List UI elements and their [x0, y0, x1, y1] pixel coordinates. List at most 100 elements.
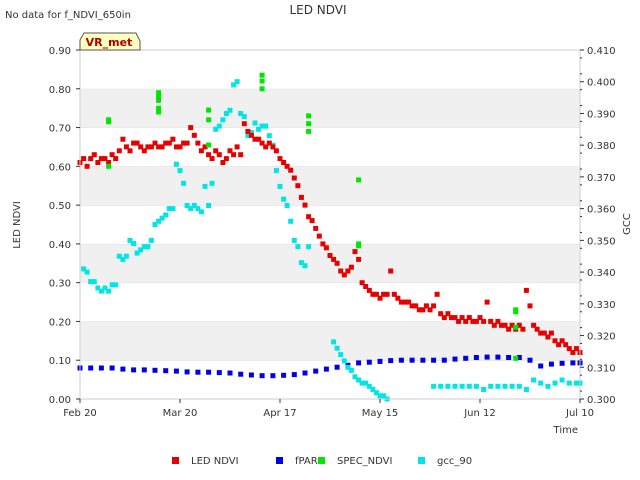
led-ndvi-point — [195, 140, 201, 146]
fpar-point — [302, 370, 308, 376]
spec-ndvi-point — [259, 86, 265, 92]
led-ndvi-point — [402, 299, 408, 305]
led-ndvi-point — [509, 322, 515, 328]
fpar-point — [88, 365, 94, 371]
led-ndvi-point — [341, 272, 347, 278]
led-ndvi-point — [302, 202, 308, 208]
led-ndvi-point — [306, 214, 312, 220]
led-ndvi-point — [388, 268, 394, 274]
led-ndvi-point — [248, 132, 254, 138]
fpar-point — [559, 360, 565, 366]
y-tick-label-left: 0.70 — [49, 124, 71, 135]
led-ndvi-point — [281, 160, 287, 165]
legend-marker-fpar — [276, 457, 283, 464]
grid-band — [80, 360, 580, 399]
spec-ndvi-point — [156, 94, 162, 99]
led-ndvi-point — [570, 350, 576, 355]
gcc-90-point — [284, 203, 290, 208]
legend-marker-spec-ndvi — [318, 457, 325, 464]
fpar-point — [334, 364, 340, 370]
gcc-90-point — [184, 203, 190, 208]
y-tick-label-left: 0.60 — [49, 162, 71, 173]
grid-band — [80, 50, 580, 89]
gcc-90-point — [559, 377, 565, 383]
fpar-point — [141, 367, 147, 373]
grid-band — [80, 127, 580, 167]
grid-band — [80, 321, 580, 361]
y-tick-label-right: 0.390 — [587, 109, 616, 120]
gcc-90-point — [538, 380, 544, 386]
y-tick-label-left: 0.50 — [49, 201, 71, 212]
gcc-90-point — [566, 380, 572, 386]
led-ndvi-point — [323, 245, 329, 251]
gcc-90-point — [109, 282, 115, 288]
y-axis-label-left: LED NDVI — [12, 201, 23, 249]
led-ndvi-point — [277, 156, 283, 162]
gcc-90-point — [356, 377, 362, 383]
fpar-point — [184, 369, 190, 375]
led-ndvi-point — [177, 144, 183, 150]
led-ndvi-point — [495, 318, 501, 324]
led-ndvi-point — [441, 315, 447, 321]
grid-bands — [80, 49, 580, 399]
gcc-90-point — [438, 383, 444, 389]
spec-ndvi-point — [156, 97, 162, 103]
led-ndvi-point — [131, 140, 137, 146]
spec-ndvi-point — [306, 128, 312, 134]
gcc-90-point — [295, 244, 301, 250]
led-ndvi-point — [116, 148, 122, 154]
led-ndvi-point — [556, 342, 562, 348]
gcc-90-point — [288, 218, 294, 224]
led-ndvi-point — [452, 315, 458, 321]
gcc-90-point — [573, 380, 579, 386]
fpar-point — [270, 373, 276, 379]
fpar-point — [463, 355, 469, 361]
gcc-90-point — [452, 383, 458, 389]
y-tick-label-right: 0.360 — [587, 205, 616, 216]
gcc-90-point — [177, 168, 183, 174]
led-ndvi-point — [545, 334, 551, 340]
plot-frame — [79, 49, 581, 400]
led-ndvi-point — [381, 291, 387, 297]
gcc-90-point — [95, 285, 101, 291]
spec-ndvi-point — [106, 119, 112, 125]
led-ndvi-point — [309, 218, 315, 224]
x-tick-label: Feb 20 — [63, 408, 97, 419]
spec-ndvi-point — [513, 309, 519, 315]
led-ndvi-point — [320, 241, 326, 247]
led-ndvi-point — [327, 253, 333, 258]
gcc-90-point — [466, 383, 472, 389]
fpar-point — [238, 371, 244, 377]
gcc-90-point — [256, 126, 262, 132]
led-ndvi-point — [563, 342, 569, 348]
led-ndvi-point — [420, 307, 426, 313]
led-ndvi-point — [191, 132, 197, 138]
gcc-90-point — [306, 244, 312, 250]
gcc-90-point — [523, 387, 529, 392]
spec-ndvi-point — [513, 355, 519, 361]
spec-ndvi-point — [356, 243, 362, 249]
led-ndvi-point — [548, 330, 554, 336]
site-tag-label: VR_met — [86, 36, 133, 49]
fpar-point — [163, 368, 169, 374]
led-ndvi-point — [491, 322, 497, 328]
site-tag-box — [79, 32, 141, 51]
gcc-90-point — [552, 380, 558, 386]
gcc-90-point — [202, 183, 208, 189]
gcc-90-point — [281, 196, 287, 202]
gcc-90-point — [102, 285, 108, 291]
led-ndvi-point — [166, 140, 172, 146]
fpar-point — [473, 355, 479, 360]
y-tick-label-right: 0.300 — [587, 395, 616, 406]
led-ndvi-point — [359, 280, 365, 286]
gcc-90-point — [98, 288, 104, 294]
led-ndvi-point — [538, 330, 544, 336]
fpar-point — [538, 363, 544, 369]
gcc-90-point — [273, 168, 279, 174]
gcc-90-point — [231, 82, 237, 88]
led-ndvi-point — [156, 144, 162, 150]
led-ndvi-point — [502, 322, 508, 328]
led-ndvi-point — [448, 315, 454, 321]
led-ndvi-point — [270, 144, 276, 150]
led-ndvi-point — [573, 346, 579, 352]
